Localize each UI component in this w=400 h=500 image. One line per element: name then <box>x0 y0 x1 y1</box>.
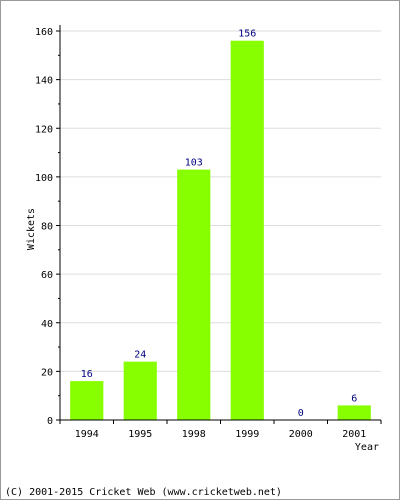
y-tick-label: 160 <box>35 27 53 38</box>
x-tick-label-1999: 1999 <box>235 429 259 440</box>
bar-2001 <box>337 405 371 420</box>
grid-lines <box>60 30 381 372</box>
bars <box>70 40 371 420</box>
y-tick-label: 40 <box>41 319 53 330</box>
bar-1998 <box>177 169 211 420</box>
data-label-1994: 16 <box>81 369 93 380</box>
y-tick-label: 0 <box>47 416 53 427</box>
y-axis-label: Wickets <box>26 208 37 250</box>
data-label-2001: 6 <box>351 393 357 404</box>
x-tick-label-1994: 1994 <box>75 429 99 440</box>
y-tick-label: 100 <box>35 173 53 184</box>
bar-1994 <box>70 381 104 420</box>
x-tick-label-2000: 2000 <box>289 429 313 440</box>
data-label-1995: 24 <box>134 350 146 361</box>
y-tick-label: 20 <box>41 367 53 378</box>
y-tick-label: 120 <box>35 124 53 135</box>
bar-1995 <box>123 361 157 420</box>
data-label-1998: 103 <box>185 158 203 169</box>
data-label-1999: 156 <box>238 29 256 40</box>
x-tick-label-2001: 2001 <box>342 429 366 440</box>
bar-1999 <box>230 40 264 420</box>
x-axis-label: Year <box>355 442 379 453</box>
copyright-footer: (C) 2001-2015 Cricket Web (www.cricketwe… <box>5 487 282 498</box>
labels: 0204060801001201401601619942419951031998… <box>35 27 366 440</box>
x-tick-label-1995: 1995 <box>128 429 152 440</box>
data-label-2000: 0 <box>298 408 304 419</box>
x-tick-label-1998: 1998 <box>182 429 206 440</box>
axes <box>56 25 382 424</box>
y-tick-label: 80 <box>41 222 53 233</box>
y-tick-label: 60 <box>41 270 53 281</box>
y-tick-label: 140 <box>35 76 53 87</box>
